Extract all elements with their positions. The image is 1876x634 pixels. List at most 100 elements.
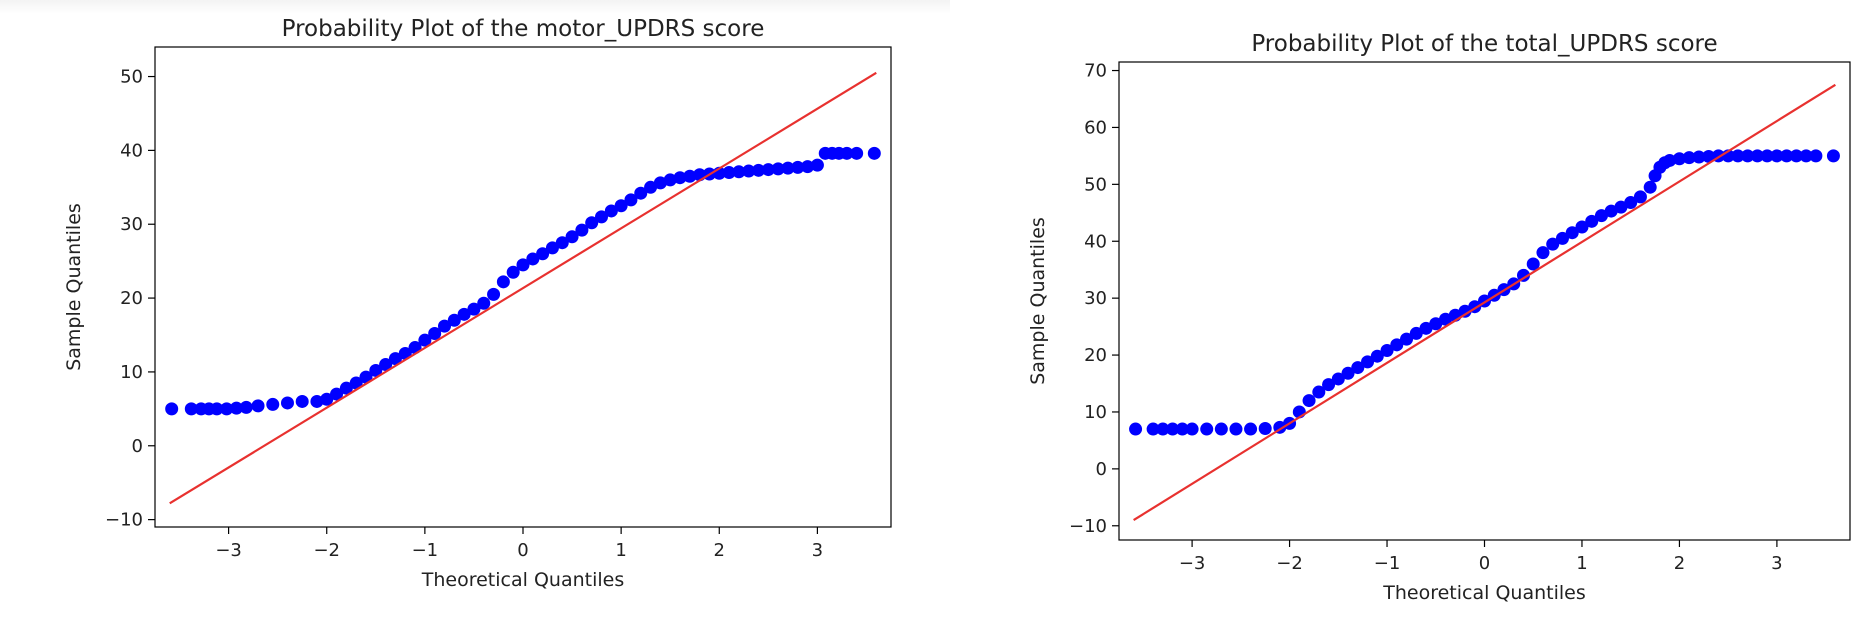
data-point: [1741, 149, 1755, 163]
data-point: [1614, 200, 1628, 214]
x-tick-label: 2: [1674, 553, 1685, 574]
data-point: [1555, 231, 1569, 245]
data-point: [722, 166, 736, 180]
data-point: [295, 394, 309, 408]
data-point: [1585, 214, 1599, 228]
y-tick-label: 20: [120, 288, 143, 309]
data-point: [791, 160, 805, 174]
data-point: [634, 186, 648, 200]
data-point: [1156, 422, 1170, 436]
data-point: [1594, 209, 1608, 223]
fit-line: [1133, 83, 1836, 522]
data-point: [673, 171, 687, 185]
x-tick-label: 1: [1576, 553, 1587, 574]
y-tick-label: 30: [120, 214, 143, 235]
data-points: [1129, 149, 1840, 436]
y-tick-label: 30: [1084, 288, 1107, 309]
data-point: [761, 163, 775, 177]
x-axis-label: Theoretical Quantiles: [421, 569, 624, 591]
data-point: [742, 164, 756, 178]
chart-title: Probability Plot of the total_UPDRS scor…: [1251, 31, 1717, 57]
data-point: [1214, 422, 1228, 436]
data-point: [1516, 268, 1530, 282]
data-point: [604, 204, 618, 218]
x-tick-label: −3: [1179, 553, 1206, 574]
data-points: [165, 146, 881, 416]
data-point: [771, 162, 785, 176]
data-point: [251, 399, 265, 413]
y-tick-label: −10: [1069, 516, 1107, 537]
x-tick-label: 3: [1771, 553, 1782, 574]
data-point: [801, 160, 815, 174]
y-tick-label: 40: [120, 140, 143, 161]
fit-line: [169, 71, 877, 505]
data-point: [1380, 344, 1394, 358]
data-point: [1146, 422, 1160, 436]
data-point: [683, 169, 697, 183]
data-point: [867, 146, 881, 160]
data-point: [1643, 180, 1657, 194]
data-point: [1370, 349, 1384, 363]
y-tick-label: 40: [1084, 231, 1107, 252]
x-tick-label: 0: [517, 540, 528, 561]
data-point: [624, 193, 638, 207]
x-tick-label: −2: [313, 540, 340, 561]
y-tick-label: 20: [1084, 345, 1107, 366]
data-point: [575, 223, 589, 237]
data-point: [477, 296, 491, 310]
x-tick-label: −3: [215, 540, 242, 561]
data-point: [239, 400, 253, 414]
data-point: [595, 210, 609, 224]
data-point: [1166, 422, 1180, 436]
y-tick-label: 50: [120, 67, 143, 88]
data-point: [1331, 372, 1345, 386]
chart-title: Probability Plot of the motor_UPDRS scor…: [282, 16, 765, 42]
y-tick-label: −10: [105, 510, 143, 531]
data-point: [1682, 151, 1696, 165]
data-point: [1604, 204, 1618, 218]
data-point: [1361, 355, 1375, 369]
data-point: [1624, 196, 1638, 210]
data-point: [1663, 153, 1677, 167]
data-point: [1770, 149, 1784, 163]
data-point: [1702, 149, 1716, 163]
data-point: [320, 392, 334, 406]
data-point: [1229, 422, 1243, 436]
data-point: [339, 381, 353, 395]
data-point: [1780, 149, 1794, 163]
data-point: [1175, 422, 1189, 436]
data-point: [752, 163, 766, 177]
x-tick-label: 3: [812, 540, 823, 561]
data-point: [526, 252, 540, 266]
data-point: [388, 352, 402, 366]
data-point: [220, 402, 234, 416]
data-point: [229, 401, 243, 415]
x-tick-label: 0: [1479, 553, 1490, 574]
data-point: [1633, 190, 1647, 204]
data-point: [1458, 304, 1472, 318]
data-point: [1429, 317, 1443, 331]
data-point: [850, 146, 864, 160]
data-point: [1789, 149, 1803, 163]
data-point: [1312, 385, 1326, 399]
data-point: [184, 402, 198, 416]
data-point: [653, 176, 667, 190]
data-point: [1565, 226, 1579, 240]
data-point: [840, 146, 854, 160]
data-point: [1692, 150, 1706, 164]
data-point: [1526, 257, 1540, 271]
data-point: [379, 358, 393, 372]
data-point: [1341, 366, 1355, 380]
data-point: [359, 370, 373, 384]
data-point: [536, 247, 550, 261]
data-point: [781, 161, 795, 175]
data-point: [1750, 149, 1764, 163]
data-point: [585, 216, 599, 230]
data-point: [487, 287, 501, 301]
data-point: [496, 275, 510, 289]
x-tick-label: 1: [615, 540, 626, 561]
data-point: [1536, 246, 1550, 260]
data-point: [1826, 149, 1840, 163]
